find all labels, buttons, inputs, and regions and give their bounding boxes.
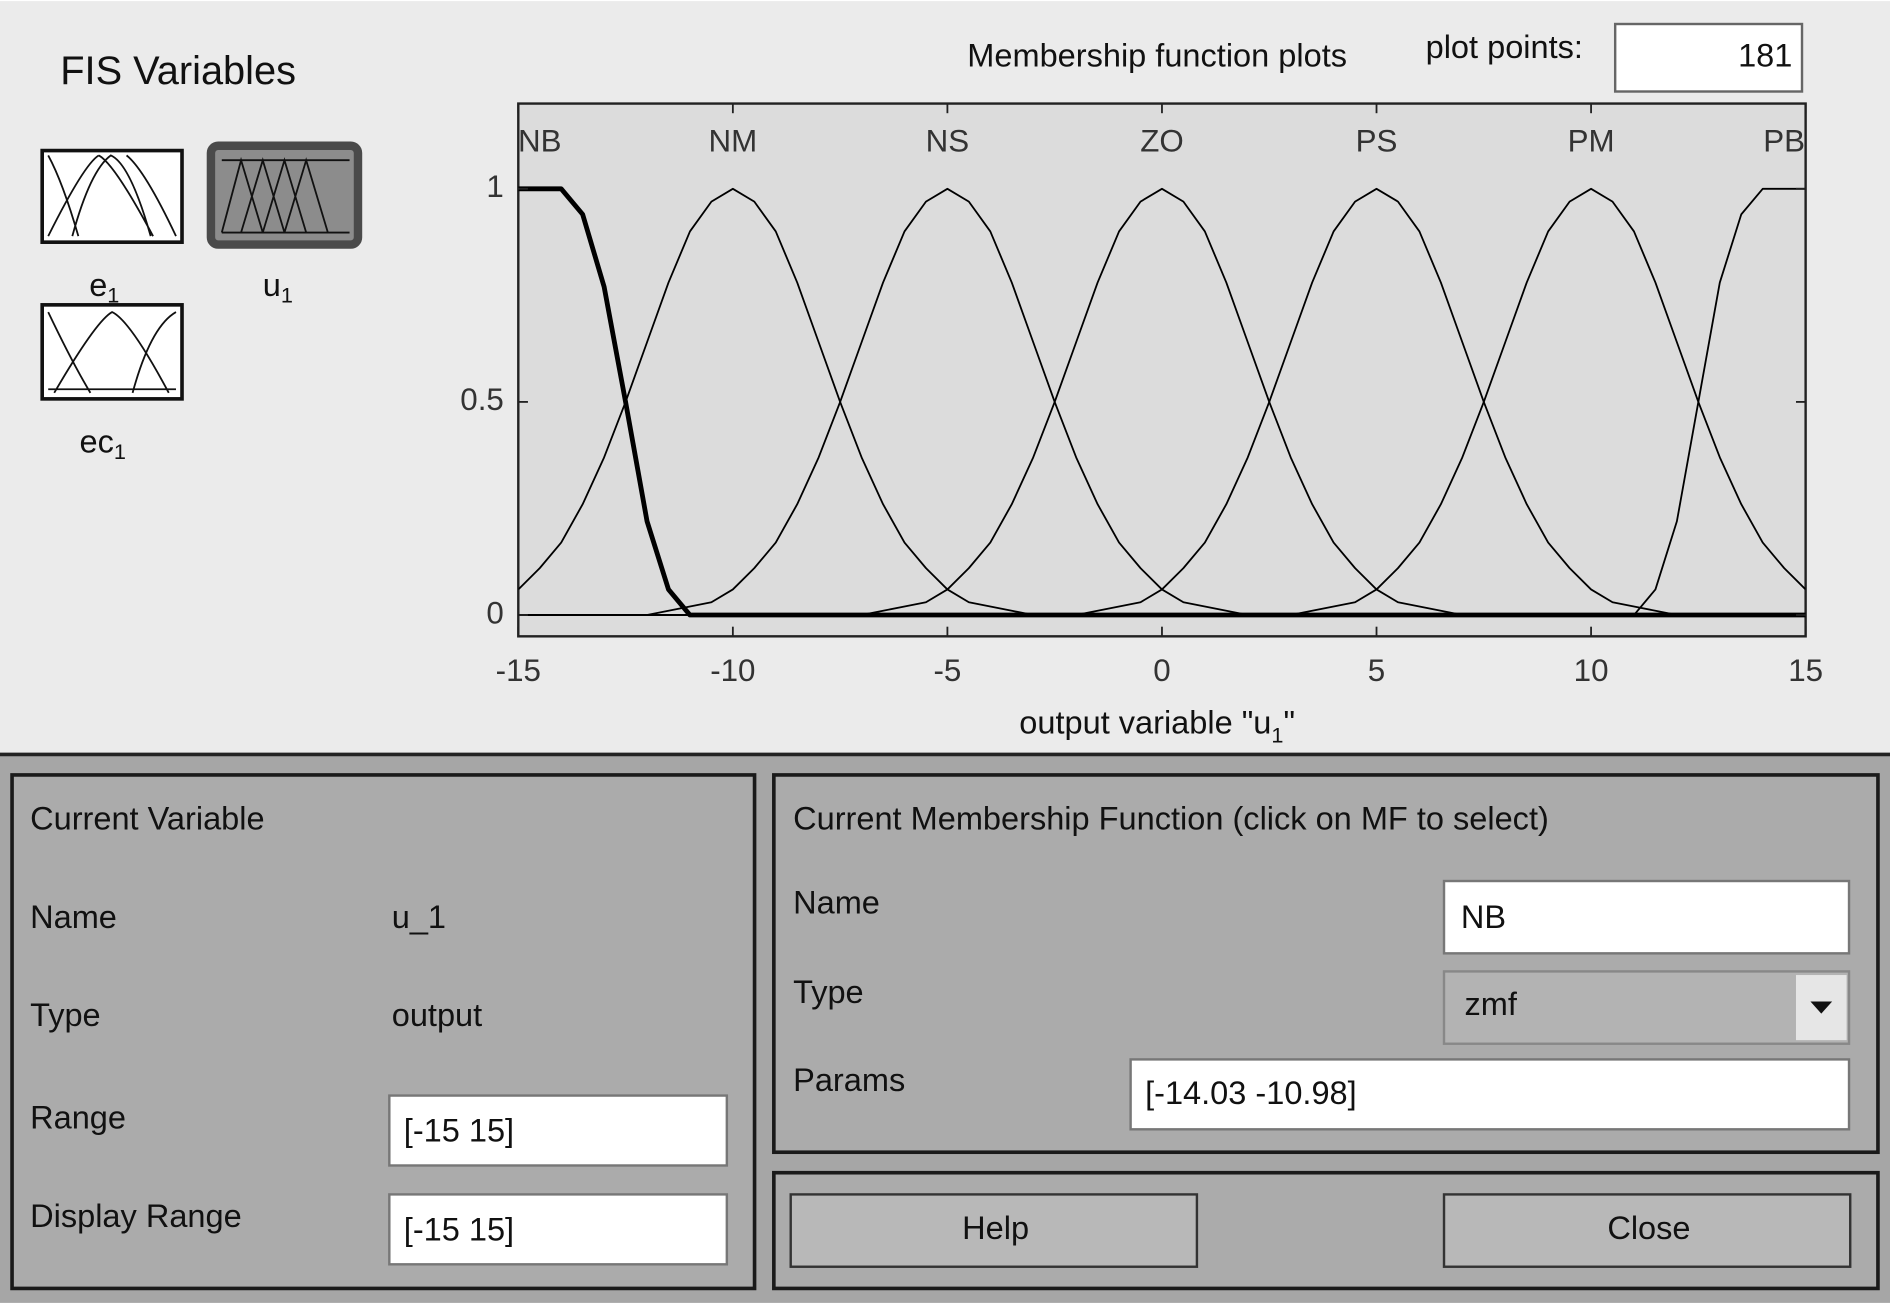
y-tick-label: 0.5 xyxy=(460,382,504,417)
var-label: ec1 xyxy=(80,423,126,464)
var-icon[interactable] xyxy=(40,148,184,244)
x-tick-label: -15 xyxy=(496,653,541,688)
var-icon[interactable] xyxy=(40,303,184,401)
var-label: e1 xyxy=(89,266,119,307)
x-tick-label: -5 xyxy=(933,653,961,688)
y-tick-label: 0 xyxy=(486,595,503,630)
display-range-field[interactable] xyxy=(388,1193,729,1266)
button-label[interactable]: Help xyxy=(962,1210,1029,1246)
y-tick-label: 1 xyxy=(486,169,503,204)
mf-label: PB xyxy=(1763,124,1805,159)
field-value: output xyxy=(392,997,482,1033)
help-button[interactable] xyxy=(789,1193,1199,1268)
button-label[interactable]: Close xyxy=(1607,1210,1690,1246)
field-label: Params xyxy=(793,1062,905,1098)
icon-box[interactable] xyxy=(206,141,363,249)
mf-label: NM xyxy=(708,124,757,159)
field-label: Range xyxy=(30,1099,126,1135)
plot-title: Membership function plots xyxy=(967,37,1347,73)
field-value[interactable]: [-15 15] xyxy=(404,1113,514,1149)
var-label: u1 xyxy=(263,266,293,307)
plot-area[interactable] xyxy=(517,102,1807,638)
name-field[interactable] xyxy=(1442,879,1851,955)
icon-curves xyxy=(220,156,350,234)
range-field[interactable] xyxy=(388,1094,729,1167)
type-dropdown[interactable] xyxy=(1442,970,1851,1045)
close-button[interactable] xyxy=(1442,1193,1852,1268)
x-tick-label: 5 xyxy=(1368,653,1385,688)
field-label: Name xyxy=(30,899,117,935)
panel-title: Current Membership Function (click on MF… xyxy=(793,800,1549,836)
mf-label: NS xyxy=(926,124,970,159)
field-label: Name xyxy=(793,885,880,921)
plot-points-label: plot points: xyxy=(1426,29,1583,65)
field-label: Display Range xyxy=(30,1198,242,1234)
field-value[interactable]: [-15 15] xyxy=(404,1211,514,1247)
field-value[interactable]: [-14.03 -10.98] xyxy=(1145,1075,1357,1111)
params-field[interactable] xyxy=(1129,1058,1851,1131)
var-icon-selected[interactable] xyxy=(206,141,363,249)
icon-box[interactable] xyxy=(40,303,184,401)
panel-title: Current Variable xyxy=(30,800,264,836)
mf-label: PM xyxy=(1568,124,1615,159)
field-value: u_1 xyxy=(392,899,446,935)
mf-curve xyxy=(518,187,1806,616)
x-tick-label: -10 xyxy=(710,653,755,688)
field-label: Type xyxy=(30,997,101,1033)
icon-curves xyxy=(47,311,177,394)
plot-points-field[interactable] xyxy=(1613,22,1804,93)
mf-label: PS xyxy=(1356,124,1398,159)
field-label: Type xyxy=(793,974,864,1010)
dropdown-arrow xyxy=(1810,1001,1833,1014)
mf-label: NB xyxy=(518,124,562,159)
plot-points-value[interactable]: 181 xyxy=(1738,37,1792,73)
x-tick-label: 0 xyxy=(1153,653,1170,688)
icon-box[interactable] xyxy=(40,148,184,244)
fis-title: FIS Variables xyxy=(60,49,296,93)
field-value[interactable]: NB xyxy=(1461,899,1506,935)
plot-curves xyxy=(518,186,1806,618)
mf-label: ZO xyxy=(1140,124,1184,159)
field-value[interactable]: zmf xyxy=(1465,986,1518,1022)
x-tick-label: 10 xyxy=(1574,653,1609,688)
icon-curves xyxy=(47,154,177,237)
x-axis-label: output variable "u1" xyxy=(1019,704,1295,747)
x-tick-label: 15 xyxy=(1788,653,1823,688)
